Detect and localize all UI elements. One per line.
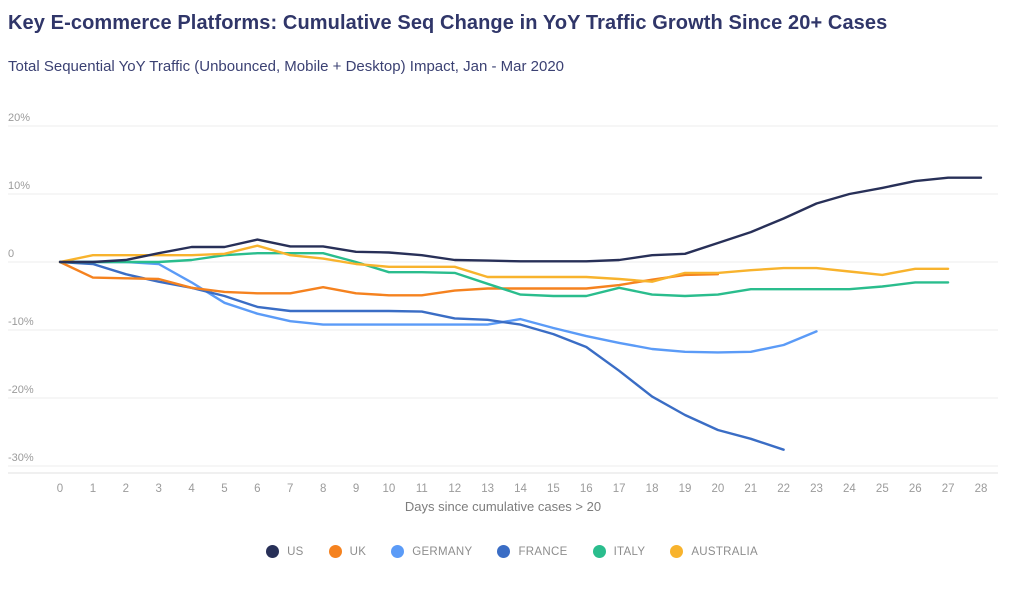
y-axis-tick-label: -20% <box>8 384 34 396</box>
x-axis-tick-label: 16 <box>580 483 593 495</box>
x-axis-tick-label: 22 <box>777 483 790 495</box>
x-axis-tick-label: 7 <box>287 483 293 495</box>
series-layer <box>58 176 983 451</box>
x-axis-tick-label: 2 <box>123 483 129 495</box>
series-line-germany <box>58 260 818 354</box>
legend-item-us[interactable]: US <box>266 545 304 558</box>
x-axis-tick-label: 12 <box>448 483 461 495</box>
legend-item-germany[interactable]: GERMANY <box>391 545 472 558</box>
y-axis-tick-label: -30% <box>8 452 34 464</box>
x-axis-tick-label: 24 <box>843 483 856 495</box>
x-axis-tick-label: 19 <box>679 483 692 495</box>
x-axis-tick-label: 10 <box>383 483 396 495</box>
x-axis-tick-label: 21 <box>744 483 757 495</box>
series-line-uk <box>58 260 720 297</box>
legend-label: ITALY <box>613 545 646 558</box>
x-axis-title: Days since cumulative cases > 20 <box>405 499 601 514</box>
x-axis-tick-label: 28 <box>975 483 988 495</box>
legend-dot-uk <box>328 545 342 558</box>
x-axis-tick-label: 26 <box>909 483 922 495</box>
legend-dot-italy <box>592 545 606 558</box>
legend-dot-us <box>266 545 280 558</box>
legend-dot-france <box>497 545 511 558</box>
x-axis-tick-label: 0 <box>57 483 63 495</box>
x-axis-tick-label: 20 <box>711 483 724 495</box>
legend-label: UK <box>349 545 367 558</box>
x-axis-tick-label: 6 <box>254 483 260 495</box>
legend-item-australia[interactable]: AUSTRALIA <box>670 545 758 558</box>
series-line-australia <box>58 244 950 283</box>
legend-dot-australia <box>670 545 684 558</box>
legend-dot-germany <box>391 545 405 558</box>
legend-item-uk[interactable]: UK <box>328 545 367 558</box>
y-axis-tick-label: 10% <box>8 180 30 192</box>
x-axis-tick-label: 8 <box>320 483 326 495</box>
legend-label: US <box>287 545 304 558</box>
y-axis-tick-label: 0 <box>8 248 14 260</box>
x-axis-tick-label: 14 <box>514 483 527 495</box>
y-axis-tick-label: 20% <box>8 112 30 124</box>
x-axis-tick-label: 25 <box>876 483 889 495</box>
x-axis-tick-label: 1 <box>90 483 96 495</box>
x-axis-tick-label: 27 <box>942 483 955 495</box>
x-axis-tick-label: 17 <box>613 483 626 495</box>
chart-legend: US UK GERMANY FRANCE ITALY AUSTRALIA <box>0 545 1024 558</box>
series-line-us <box>58 176 983 264</box>
x-axis-tick-label: 11 <box>416 483 428 495</box>
x-axis: 0 1 2 3 4 5 6 7 8 9 10 11 12 13 14 15 16 17 18 19 20 21 22 23 24… <box>8 472 998 495</box>
line-chart: 20%10%0-10%-20%-30% 0 1 2 3 4 5 6 7 8 9 10 11 12 13 14… <box>8 112 998 514</box>
series-line-france <box>58 260 785 451</box>
legend-item-italy[interactable]: ITALY <box>592 545 646 558</box>
legend-label: FRANCE <box>518 545 568 558</box>
x-axis-tick-label: 18 <box>646 483 659 495</box>
y-axis-tick-label: -10% <box>8 316 34 328</box>
chart-subtitle: Total Sequential YoY Traffic (Unbounced,… <box>8 58 565 75</box>
series-line-italy <box>58 251 950 298</box>
x-axis-tick-label: 9 <box>353 483 359 495</box>
x-axis-tick-label: 3 <box>155 483 161 495</box>
x-axis-tick-label: 15 <box>547 483 560 495</box>
x-axis-tick-label: 23 <box>810 483 823 495</box>
x-axis-tick-label: 5 <box>221 483 227 495</box>
page-title: Key E-commerce Platforms: Cumulative Seq… <box>8 12 888 34</box>
x-axis-tick-label: 13 <box>481 483 494 495</box>
x-axis-tick-label: 4 <box>188 483 195 495</box>
legend-label: GERMANY <box>412 545 473 558</box>
legend-label: AUSTRALIA <box>691 545 758 558</box>
legend-item-france[interactable]: FRANCE <box>497 545 567 558</box>
